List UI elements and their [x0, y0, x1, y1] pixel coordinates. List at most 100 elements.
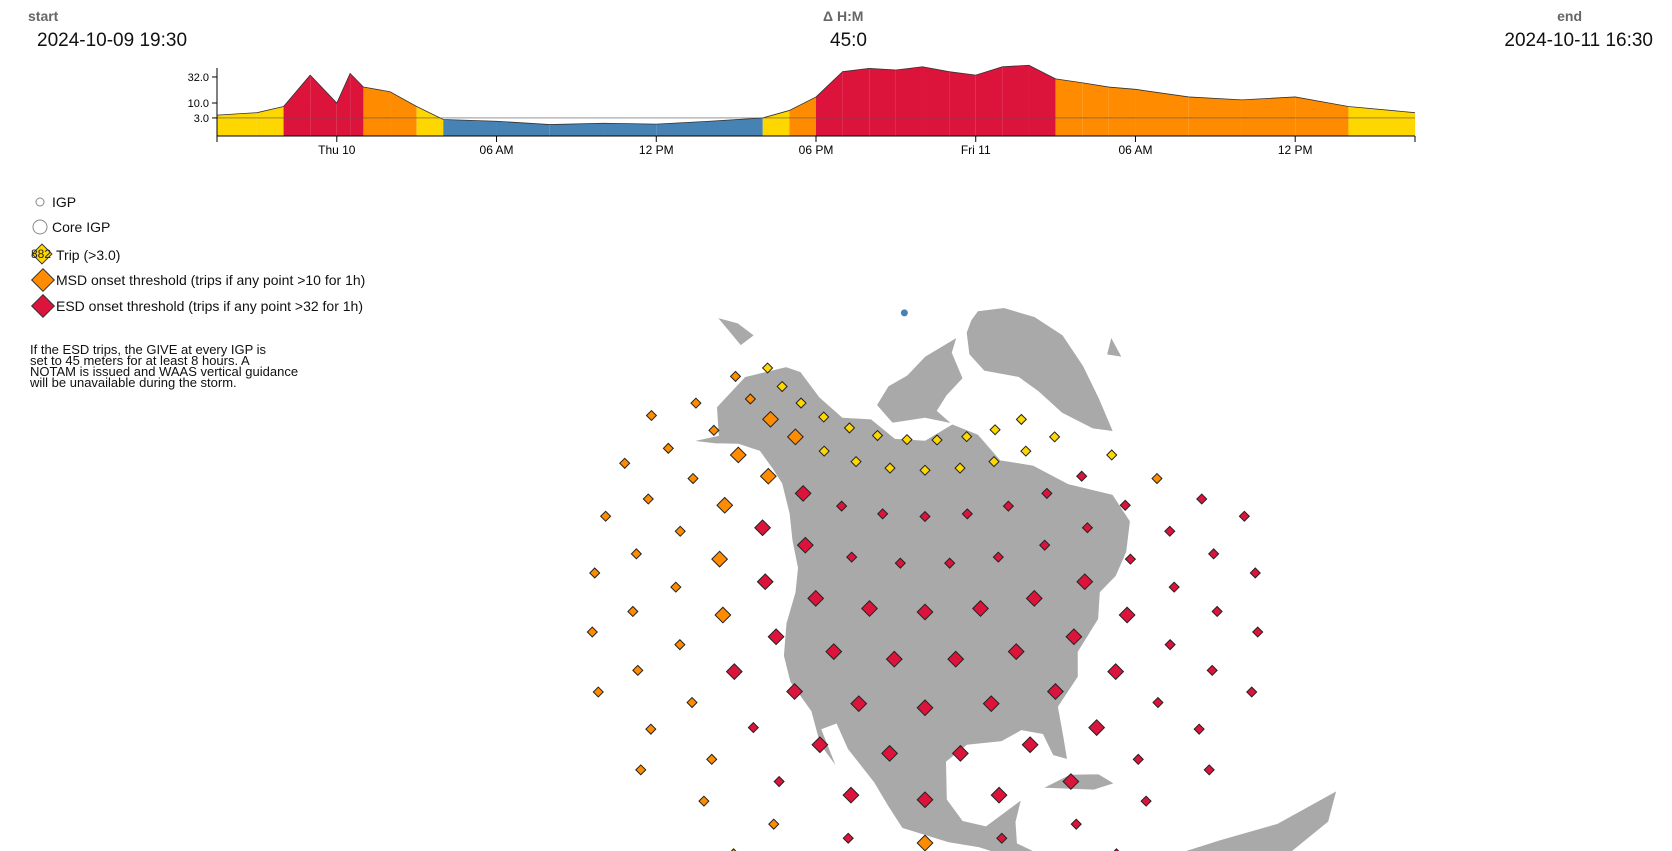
igp-diamond[interactable] [1065, 628, 1083, 646]
igp-diamond[interactable] [894, 557, 906, 569]
igp-diamond[interactable] [818, 411, 830, 423]
igp-diamond[interactable] [1119, 499, 1131, 511]
igp-diamond[interactable] [619, 457, 631, 469]
igp-diamond[interactable] [747, 721, 760, 734]
igp-diamond[interactable] [825, 643, 843, 661]
igp-diamond[interactable] [1046, 683, 1064, 700]
igp-diamond[interactable] [992, 551, 1004, 563]
igp-diamond[interactable] [1106, 449, 1118, 461]
igp-diamond[interactable] [951, 744, 969, 762]
igp-diamond[interactable] [762, 410, 780, 428]
igp-diamond[interactable] [794, 484, 812, 502]
igp-diamond[interactable] [881, 744, 899, 762]
igp-diamond[interactable] [1107, 663, 1125, 681]
igp-diamond[interactable] [996, 832, 1008, 844]
igp-diamond[interactable] [767, 628, 785, 646]
igp-diamond[interactable] [642, 493, 654, 505]
igp-diamond[interactable] [884, 462, 896, 474]
igp-diamond[interactable] [1164, 525, 1176, 537]
igp-diamond[interactable] [1152, 696, 1164, 709]
igp-diamond[interactable] [1015, 413, 1028, 426]
igp-diamond[interactable] [842, 786, 860, 804]
igp-diamond[interactable] [1203, 764, 1215, 776]
igp-diamond[interactable] [744, 393, 757, 405]
igp-diamond[interactable] [773, 775, 785, 788]
igp-diamond[interactable] [947, 650, 965, 668]
igp-diamond[interactable] [916, 699, 934, 717]
igp-diamond[interactable] [627, 605, 639, 618]
igp-diamond[interactable] [850, 455, 862, 468]
igp-diamond[interactable] [645, 723, 657, 735]
igp-diamond[interactable] [759, 467, 777, 485]
igp-diamond[interactable] [645, 409, 658, 422]
igp-diamond[interactable] [698, 795, 710, 807]
igp-diamond[interactable] [754, 519, 772, 537]
igp-diamond[interactable] [1124, 553, 1137, 565]
igp-diamond[interactable] [1070, 818, 1082, 830]
igp-diamond[interactable] [1193, 723, 1205, 735]
igp-diamond[interactable] [1062, 773, 1080, 791]
igp-diamond[interactable] [670, 581, 682, 593]
igp-diamond[interactable] [835, 500, 848, 512]
igp-diamond[interactable] [843, 422, 856, 434]
igp-diamond[interactable] [1020, 445, 1032, 457]
igp-diamond[interactable] [990, 786, 1008, 804]
igp-diamond[interactable] [599, 510, 612, 522]
igp-diamond[interactable] [916, 603, 934, 621]
igp-diamond[interactable] [1151, 472, 1163, 485]
igp-diamond[interactable] [674, 525, 686, 537]
igp-diamond[interactable] [786, 428, 804, 446]
igp-diamond[interactable] [687, 472, 699, 485]
igp-diamond[interactable] [1048, 431, 1061, 443]
igp-diamond[interactable] [1076, 573, 1094, 591]
igp-diamond[interactable] [716, 496, 734, 514]
igp-diamond[interactable] [1039, 539, 1051, 551]
igp-diamond[interactable] [818, 445, 830, 457]
igp-diamond[interactable] [1140, 795, 1152, 807]
igp-diamond[interactable] [632, 664, 644, 677]
igp-diamond[interactable] [885, 650, 903, 668]
igp-diamond[interactable] [944, 557, 956, 569]
igp-diamond[interactable] [989, 424, 1001, 436]
igp-diamond[interactable] [1076, 470, 1088, 482]
igp-diamond[interactable] [756, 573, 774, 591]
igp-diamond[interactable] [916, 791, 934, 809]
igp-diamond[interactable] [1021, 736, 1039, 754]
igp-diamond[interactable] [931, 434, 943, 446]
igp-diamond[interactable] [1132, 753, 1144, 765]
igp-diamond[interactable] [1025, 589, 1043, 607]
igp-diamond[interactable] [708, 424, 720, 436]
igp-diamond[interactable] [861, 600, 878, 618]
igp-diamond[interactable] [1249, 567, 1261, 579]
igp-diamond[interactable] [786, 683, 804, 700]
igp-diamond[interactable] [901, 433, 913, 446]
igp-diamond[interactable] [706, 753, 718, 765]
igp-diamond[interactable] [1252, 626, 1264, 638]
igp-diamond[interactable] [1007, 643, 1025, 661]
igp-diamond[interactable] [961, 430, 973, 443]
igp-diamond[interactable] [877, 508, 889, 520]
igp-diamond[interactable] [1002, 500, 1015, 512]
igp-diamond[interactable] [1164, 639, 1176, 651]
igp-diamond[interactable] [1118, 606, 1136, 624]
igp-diamond[interactable] [871, 429, 884, 442]
igp-diamond[interactable] [982, 695, 1000, 713]
igp-diamond[interactable] [954, 462, 966, 474]
igp-diamond[interactable] [592, 686, 604, 698]
igp-diamond[interactable] [916, 834, 934, 851]
igp-diamond[interactable] [961, 508, 973, 520]
igp-diamond[interactable] [1206, 664, 1218, 677]
igp-diamond[interactable] [1041, 487, 1053, 500]
igp-diamond[interactable] [807, 589, 825, 607]
igp-diamond[interactable] [714, 606, 732, 624]
igp-diamond[interactable] [1196, 493, 1208, 505]
igp-diamond[interactable] [850, 695, 868, 713]
igp-diamond[interactable] [674, 639, 686, 651]
timeline-chart[interactable]: 3.0 10.0 32.0 Thu 10 06 AM 12 PM 06 PM Fri 11 06… [0, 62, 1560, 170]
igp-diamond[interactable] [1238, 510, 1251, 522]
igp-diamond[interactable] [725, 663, 743, 681]
igp-diamond[interactable] [589, 567, 601, 579]
igp-diamond[interactable] [690, 397, 702, 409]
igp-diamond[interactable] [711, 550, 729, 568]
